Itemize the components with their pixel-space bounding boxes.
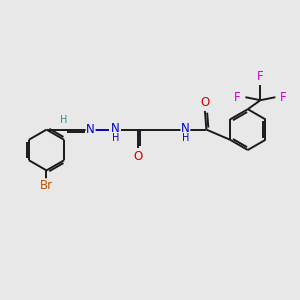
Text: N: N <box>111 122 120 135</box>
Text: N: N <box>86 123 95 136</box>
Text: O: O <box>200 96 209 109</box>
Text: H: H <box>182 133 189 143</box>
Text: Br: Br <box>40 179 53 192</box>
Text: F: F <box>234 91 241 104</box>
Text: H: H <box>112 133 119 143</box>
Text: N: N <box>181 122 190 135</box>
Text: F: F <box>257 70 264 83</box>
Text: F: F <box>280 91 287 104</box>
Text: H: H <box>60 115 67 125</box>
Text: O: O <box>133 150 142 163</box>
